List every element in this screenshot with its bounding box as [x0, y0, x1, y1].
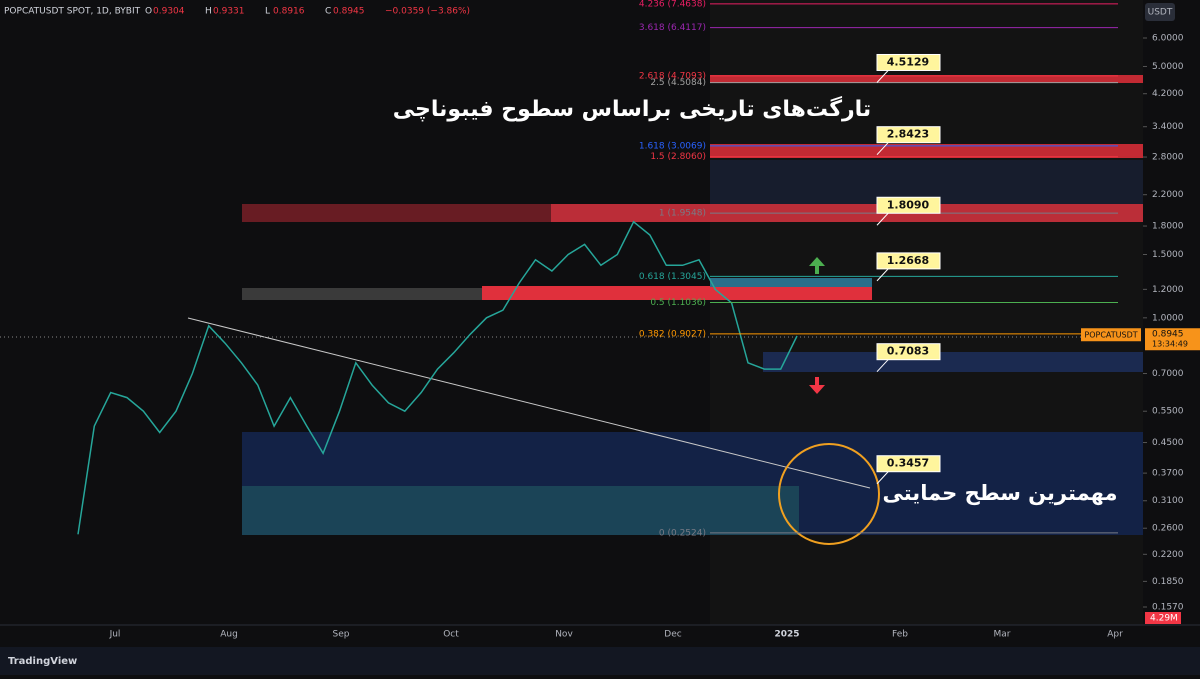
tick-label: 4.2000 [1152, 89, 1184, 99]
callout-box [876, 196, 941, 214]
zone [710, 278, 872, 287]
volume-label: 4.29M [1150, 614, 1178, 624]
tick-label: 0.2200 [1152, 550, 1184, 560]
support-annotation: مهمترین سطح حمایتی [882, 481, 1117, 505]
fib-label: 0.382 (0.9027) [639, 329, 706, 339]
tick-label: 1.2000 [1152, 285, 1184, 295]
tick-label: 1.5000 [1152, 250, 1184, 260]
time-label: Sep [333, 630, 350, 640]
tick-label: 2.2000 [1152, 190, 1184, 200]
change: −0.0359 (−3.86%) [385, 7, 470, 17]
zone [710, 160, 1143, 204]
callout-label: 2.8423 [887, 128, 929, 141]
tick-label: 6.0000 [1152, 34, 1184, 44]
fib-label: 1 (1.9548) [659, 209, 706, 219]
fib-label: 0 (0.2524) [659, 528, 706, 538]
tick-label: 3.4000 [1152, 122, 1184, 132]
fib-label: 0.5 (1.1036) [650, 298, 706, 308]
ohlc-key: C [325, 7, 331, 17]
time-label: Dec [664, 630, 681, 640]
callout-label: 1.8090 [887, 198, 930, 211]
targets-annotation: تارگت‌های تاریخی براساس سطوح فیبوناچی [393, 95, 871, 122]
time-label: Feb [892, 630, 908, 640]
countdown: 13:34:49 [1152, 340, 1188, 349]
support-zone [242, 486, 799, 535]
current-price-box [1145, 328, 1200, 351]
fib-label: 2.618 (4.7093) [639, 71, 706, 81]
footer [0, 647, 1200, 675]
callout-box [876, 252, 941, 270]
callout-label: 0.7083 [887, 345, 929, 358]
current-symbol: POPCATUSDT [1084, 331, 1137, 340]
callout-label: 4.5129 [887, 55, 929, 68]
callout-box [876, 126, 941, 144]
tick-label: 2.8000 [1152, 153, 1184, 163]
zone [482, 286, 872, 300]
fib-label: 3.618 (6.4117) [639, 23, 706, 33]
ohlc-value: 0.8945 [333, 7, 365, 17]
down-arrow [809, 377, 825, 394]
trendline [187, 317, 871, 489]
ohlc-key: H [205, 7, 212, 17]
price-axis [1143, 0, 1200, 625]
ohlc-value: 0.8916 [273, 7, 305, 17]
ohlc-value: 0.9304 [153, 7, 185, 17]
symbol: POPCATUSDT SPOT, 1D, BYBIT [4, 7, 141, 17]
tick-label: 0.3100 [1152, 496, 1184, 506]
highlight-circle [778, 443, 880, 545]
fib-label: 1.618 (3.0069) [639, 141, 706, 151]
target-zone [710, 144, 1143, 158]
time-label: Mar [994, 630, 1011, 640]
time-label: 2025 [774, 630, 799, 640]
callout-label: 0.3457 [887, 457, 929, 470]
fib-label: 1.5 (2.8060) [650, 152, 706, 162]
tick-label: 0.7000 [1152, 369, 1184, 379]
callout-box [876, 343, 941, 361]
up-arrow [809, 257, 825, 274]
tick-label: 0.1850 [1152, 577, 1184, 587]
tick-label: 5.0000 [1152, 62, 1184, 72]
time-label: Oct [443, 630, 459, 640]
callout-box [876, 53, 941, 71]
time-label: Apr [1107, 630, 1123, 640]
price-path [77, 220, 798, 535]
tick-label: 0.5500 [1152, 407, 1184, 417]
ohlc-key: L [265, 7, 270, 17]
time-label: Nov [555, 630, 573, 640]
callout-label: 1.2668 [887, 254, 929, 267]
fib-label: 0.618 (1.3045) [639, 272, 706, 282]
time-label: Aug [220, 630, 238, 640]
callout-box [876, 455, 941, 473]
current-price: 0.8945 [1152, 330, 1184, 340]
volume-box [1145, 612, 1181, 624]
zone [763, 352, 1143, 372]
tick-label: 0.3700 [1152, 469, 1184, 479]
fib-label: 4.236 (7.4638) [639, 0, 706, 9]
fib-label: 2.5 (4.5084) [650, 78, 706, 88]
current-symbol-box [1081, 328, 1141, 342]
ohlc-value: 0.9331 [213, 7, 245, 17]
currency: USDT [1148, 8, 1173, 18]
tick-label: 1.8000 [1152, 222, 1184, 232]
target-zone [710, 75, 1143, 83]
time-label: Jul [109, 630, 121, 640]
zone [242, 288, 482, 300]
tick-label: 0.1570 [1152, 603, 1184, 613]
tick-label: 1.0000 [1152, 313, 1184, 323]
tick-label: 0.4500 [1152, 438, 1184, 448]
brand: TradingView [8, 656, 77, 667]
tick-label: 0.2600 [1152, 524, 1184, 534]
currency-box [1145, 3, 1175, 21]
ohlc-key: O [145, 7, 152, 17]
